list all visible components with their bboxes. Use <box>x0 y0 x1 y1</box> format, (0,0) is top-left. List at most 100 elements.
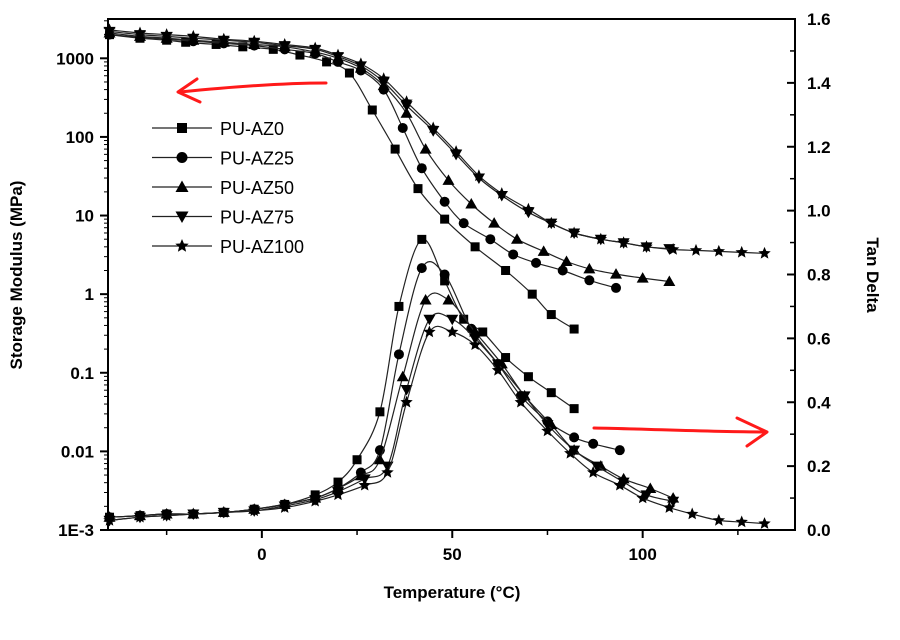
axes-layer: 0 50 100 1000 100 10 1 0.1 0.01 1E-3 0.0 0.2 0.4 0.6 0… <box>56 10 831 564</box>
legend-item: PU-AZ50 <box>152 178 294 198</box>
storage-modulus-point <box>187 29 200 42</box>
tan-delta-point <box>400 395 413 408</box>
tan-delta-point <box>446 314 459 326</box>
tan-delta-point <box>614 445 625 456</box>
tan-delta-point <box>636 491 649 504</box>
plot-frame <box>107 18 796 531</box>
storage-modulus-point <box>537 245 550 256</box>
tan-delta-point <box>663 501 676 513</box>
tan-delta-point <box>331 488 345 501</box>
storage-modulus-point <box>367 105 377 115</box>
y-right-tick-label: 0.0 <box>807 521 831 540</box>
tan-delta-point <box>352 455 362 465</box>
y-left-tick-label: 10 <box>75 207 94 226</box>
tan-delta-point <box>446 325 459 338</box>
tan-delta-point <box>396 370 409 382</box>
arrow-right-head <box>735 416 769 448</box>
tan-delta-point <box>587 466 600 478</box>
storage-modulus-point <box>567 226 581 239</box>
storage-modulus-point <box>488 217 501 228</box>
tan-delta-point <box>439 269 450 280</box>
storage-modulus-point <box>583 262 596 274</box>
storage-modulus-point <box>400 95 413 107</box>
storage-modulus-point <box>268 44 278 54</box>
tan-delta-point <box>546 388 556 398</box>
legend: PU-AZ0 PU-AZ25 PU-AZ50 PU-AZ75 PU-AZ100 <box>152 119 304 257</box>
tan-delta-point <box>564 446 577 459</box>
storage-modulus-point <box>103 23 116 36</box>
tan-delta-point <box>617 477 630 489</box>
storage-modulus-point <box>531 257 542 268</box>
storage-modulus-line-pu-az0 <box>109 34 575 330</box>
storage-modulus-point <box>160 28 173 40</box>
storage-modulus-point <box>545 216 558 229</box>
storage-modulus-point <box>427 121 440 134</box>
tan-delta-point <box>459 314 469 324</box>
tan-delta-line-pu-az75 <box>109 312 674 521</box>
tan-delta-point <box>133 510 147 523</box>
y-right-tick-label: 1.2 <box>807 138 831 157</box>
storage-modulus-point <box>450 149 463 161</box>
tan-delta-point <box>103 513 116 526</box>
series-pu-az0 <box>105 30 579 522</box>
storage-modulus-point <box>354 57 367 70</box>
storage-modulus-point <box>390 144 400 154</box>
legend-item: PU-AZ75 <box>152 208 294 228</box>
storage-modulus-point <box>278 38 291 50</box>
storage-modulus-point <box>419 143 432 154</box>
arrow-right-shaft <box>592 426 768 434</box>
series-pu-az100 <box>103 23 771 529</box>
y-right-tick-label: 0.4 <box>807 393 831 412</box>
tan-delta-point <box>442 294 455 305</box>
storage-modulus-point <box>667 243 680 255</box>
y-left-tick-label: 0.1 <box>70 364 94 383</box>
storage-modulus-point <box>617 236 630 249</box>
storage-modulus-point <box>758 246 771 259</box>
series-layer <box>103 23 771 529</box>
y-right-tick-label: 1.0 <box>807 202 831 221</box>
tan-delta-point <box>381 466 394 478</box>
storage-modulus-point <box>440 214 450 224</box>
y-right-tick-label: 1.6 <box>807 10 831 29</box>
y-left-tick-label: 0.01 <box>61 442 94 461</box>
tan-delta-point <box>375 407 385 417</box>
storage-modulus-point <box>557 265 568 276</box>
tan-delta-line-pu-az50 <box>109 292 674 518</box>
storage-modulus-point <box>511 233 524 244</box>
tan-delta-point <box>309 494 322 507</box>
storage-modulus-point <box>238 42 248 52</box>
storage-modulus-point <box>522 202 535 215</box>
y-left-tick-label: 1E-3 <box>58 521 94 540</box>
storage-modulus-point <box>427 126 440 137</box>
legend-label: PU-AZ100 <box>220 237 304 257</box>
tan-delta-point <box>569 404 579 414</box>
tan-delta-point <box>423 314 436 326</box>
tan-delta-point <box>514 395 527 408</box>
x-tick-label: 100 <box>628 545 656 564</box>
tan-delta-point <box>417 234 427 244</box>
storage-modulus-point <box>735 245 748 258</box>
storage-modulus-point <box>472 169 486 182</box>
legend-marker-star <box>175 239 189 252</box>
tan-delta-point <box>518 391 531 402</box>
legend-item: PU-AZ25 <box>152 149 294 169</box>
storage-modulus-point <box>546 310 556 320</box>
storage-modulus-point <box>594 232 607 245</box>
y-left-tick-label: 1 <box>85 285 94 304</box>
storage-modulus-point <box>248 34 261 47</box>
storage-modulus-point <box>442 174 455 185</box>
y-left-tick-label: 1000 <box>56 49 94 68</box>
storage-modulus-point <box>485 234 496 245</box>
y-right-tick-label: 1.4 <box>807 74 831 93</box>
x-tick-label: 50 <box>443 545 462 564</box>
tan-delta-point <box>423 325 436 338</box>
storage-modulus-point <box>640 240 653 253</box>
y-right-tick-label: 0.2 <box>807 457 831 476</box>
storage-modulus-point <box>416 163 427 174</box>
tan-delta-point <box>217 505 230 518</box>
storage-modulus-point <box>636 272 649 283</box>
storage-modulus-point <box>211 39 221 49</box>
tan-delta-point <box>393 349 404 360</box>
y-right-tick-label: 0.8 <box>807 266 831 285</box>
